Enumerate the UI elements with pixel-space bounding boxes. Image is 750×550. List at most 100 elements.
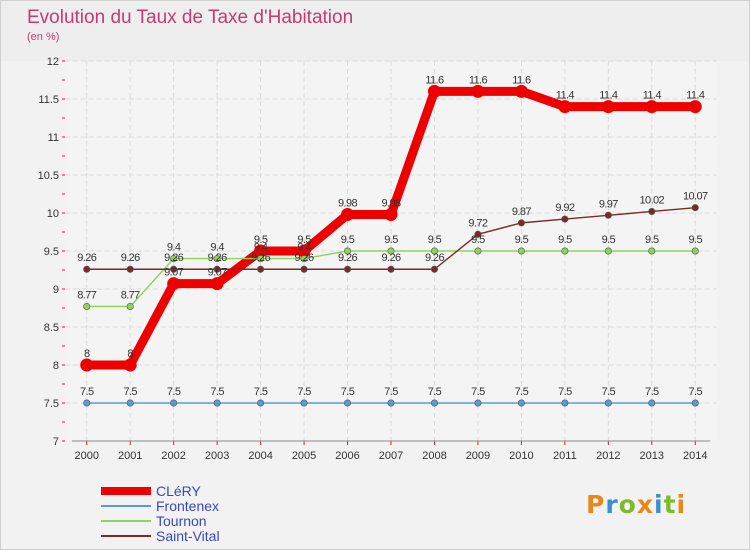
data-point (126, 399, 134, 407)
data-label: 9.4 (210, 242, 224, 254)
data-label: 9.98 (338, 198, 357, 210)
data-point (387, 247, 395, 255)
data-point (300, 255, 308, 263)
data-label: 9.07 (208, 267, 227, 279)
data-point (604, 211, 612, 219)
y-tick-label: 8 (53, 360, 59, 372)
data-point (648, 247, 656, 255)
data-point (213, 265, 221, 273)
data-point (83, 399, 91, 407)
data-point (430, 399, 438, 407)
legend-label: Frontenex (156, 498, 220, 514)
data-point (427, 84, 441, 98)
data-label: 9.5 (384, 234, 398, 246)
data-label: 7.5 (123, 386, 137, 398)
data-label: 7.5 (515, 386, 529, 398)
legend-swatch (101, 520, 151, 522)
data-point (561, 399, 569, 407)
x-tick-label: 2013 (640, 450, 664, 462)
data-label: 9.26 (251, 252, 270, 264)
data-point (517, 219, 525, 227)
data-label: 7.5 (80, 386, 94, 398)
data-label: 9.5 (297, 234, 311, 246)
data-point (648, 207, 656, 215)
data-label: 11.4 (599, 90, 618, 102)
x-tick-label: 2004 (248, 450, 272, 462)
data-label: 11.4 (686, 90, 705, 102)
data-point (126, 302, 134, 310)
data-label: 7.5 (254, 386, 268, 398)
data-label: 10.07 (683, 191, 708, 203)
data-label: 9.87 (512, 206, 531, 218)
data-point (170, 265, 178, 273)
data-label: 7.5 (645, 386, 659, 398)
data-point (471, 84, 485, 98)
x-tick-label: 2007 (379, 450, 403, 462)
data-label: 9.26 (381, 252, 400, 264)
x-tick-label: 2014 (683, 450, 707, 462)
data-point (213, 399, 221, 407)
data-label: 9.26 (164, 252, 183, 264)
y-tick-label: 11 (48, 132, 59, 144)
data-point (387, 265, 395, 273)
data-point (167, 277, 181, 291)
data-label: 9.4 (297, 242, 311, 254)
data-point (213, 255, 221, 263)
x-tick-label: 2001 (118, 450, 142, 462)
chart-title: Evolution du Taux de Taxe d'Habitation (27, 7, 354, 28)
x-tick-label: 2011 (553, 450, 577, 462)
data-point (257, 399, 265, 407)
data-label: 11.6 (425, 74, 444, 86)
data-point (344, 399, 352, 407)
data-label: 9.4 (167, 242, 181, 254)
data-label: 7.5 (602, 386, 616, 398)
data-label: 9.4 (254, 242, 268, 254)
data-point (691, 204, 699, 212)
legend-label: CLéRY (156, 483, 201, 499)
data-label: 8 (127, 348, 133, 360)
y-tick-label: 8.5 (44, 322, 59, 334)
data-point (474, 247, 482, 255)
data-point (645, 100, 659, 114)
data-label: 7.5 (471, 386, 485, 398)
y-tick-label: 11.5 (38, 94, 59, 106)
data-point (561, 247, 569, 255)
proxiti-logo: Proxiti (586, 490, 687, 519)
data-point (83, 302, 91, 310)
data-label: 9.5 (689, 234, 703, 246)
x-tick-label: 2010 (509, 450, 533, 462)
x-tick-label: 2003 (205, 450, 229, 462)
data-label: 9.26 (77, 252, 96, 264)
data-point (344, 247, 352, 255)
x-tick-label: 2000 (74, 450, 98, 462)
data-point (384, 208, 398, 222)
data-point (341, 208, 355, 222)
data-point (517, 247, 525, 255)
legend-swatch (101, 505, 151, 507)
data-point (300, 265, 308, 273)
data-point (387, 399, 395, 407)
legend-swatch (101, 487, 151, 495)
data-label: 9.5 (341, 234, 355, 246)
data-point (257, 265, 265, 273)
data-label: 9.5 (645, 234, 659, 246)
data-label: 9.97 (599, 198, 618, 210)
data-label: 9.5 (254, 234, 268, 246)
data-label: 8 (84, 348, 90, 360)
data-label: 9.07 (164, 267, 183, 279)
data-label: 7.5 (210, 386, 224, 398)
data-label: 8.77 (77, 289, 96, 301)
data-label: 9.5 (428, 234, 442, 246)
data-point (561, 215, 569, 223)
x-tick-label: 2005 (292, 450, 316, 462)
legend-label: Tournon (156, 513, 207, 529)
y-tick-label: 12 (47, 56, 59, 68)
data-label: 9.5 (471, 234, 485, 246)
data-label: 11.4 (556, 90, 575, 102)
data-label: 11.6 (469, 74, 488, 86)
y-tick-label: 7.5 (44, 398, 59, 410)
data-label: 7.5 (167, 386, 181, 398)
data-point (601, 100, 615, 114)
